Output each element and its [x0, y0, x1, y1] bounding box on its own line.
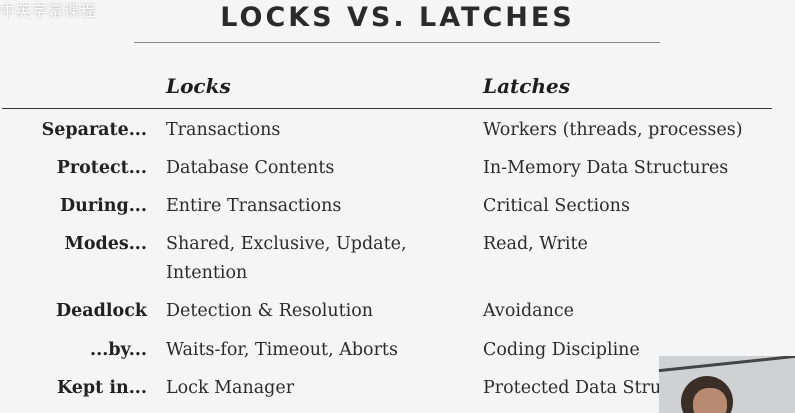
locks-cell: Lock Manager — [166, 378, 295, 398]
locks-cell: Entire Transactions — [166, 196, 342, 216]
locks-cell: Shared, Exclusive, Update, Intention — [166, 234, 407, 283]
column-header-locks: Locks — [166, 74, 231, 98]
column-header-latches: Latches — [483, 74, 570, 98]
header-divider — [2, 108, 772, 109]
latches-cell: Coding Discipline — [483, 340, 640, 360]
latches-cell: Avoidance — [483, 301, 575, 321]
row-label: ...by... — [90, 340, 147, 360]
latches-cell: Critical Sections — [483, 196, 630, 216]
row-label: Deadlock — [56, 301, 147, 321]
latches-cell: In-Memory Data Structures — [483, 158, 729, 178]
row-label: Protect... — [56, 158, 147, 178]
latches-cell: Protected Data Structure — [483, 378, 708, 398]
webcam-overlay — [659, 356, 795, 413]
subtitle-watermark: 中英字幕课程 — [0, 2, 97, 20]
locks-cell: Database Contents — [166, 158, 335, 178]
locks-cell: Transactions — [166, 120, 281, 140]
locks-cell: Waits-for, Timeout, Aborts — [166, 340, 398, 360]
webcam-background-stripe — [659, 356, 795, 373]
row-label: Kept in... — [56, 378, 147, 398]
slide-title: LOCKS VS. LATCHES — [220, 2, 575, 33]
row-label: Separate... — [41, 120, 147, 140]
locks-cell: Detection & Resolution — [166, 301, 374, 321]
latches-cell: Read, Write — [483, 234, 588, 254]
presenter-face — [693, 388, 727, 413]
row-label: Modes... — [64, 234, 147, 254]
title-divider — [134, 42, 660, 43]
latches-cell: Workers (threads, processes) — [483, 120, 743, 140]
row-label: During... — [59, 196, 147, 216]
